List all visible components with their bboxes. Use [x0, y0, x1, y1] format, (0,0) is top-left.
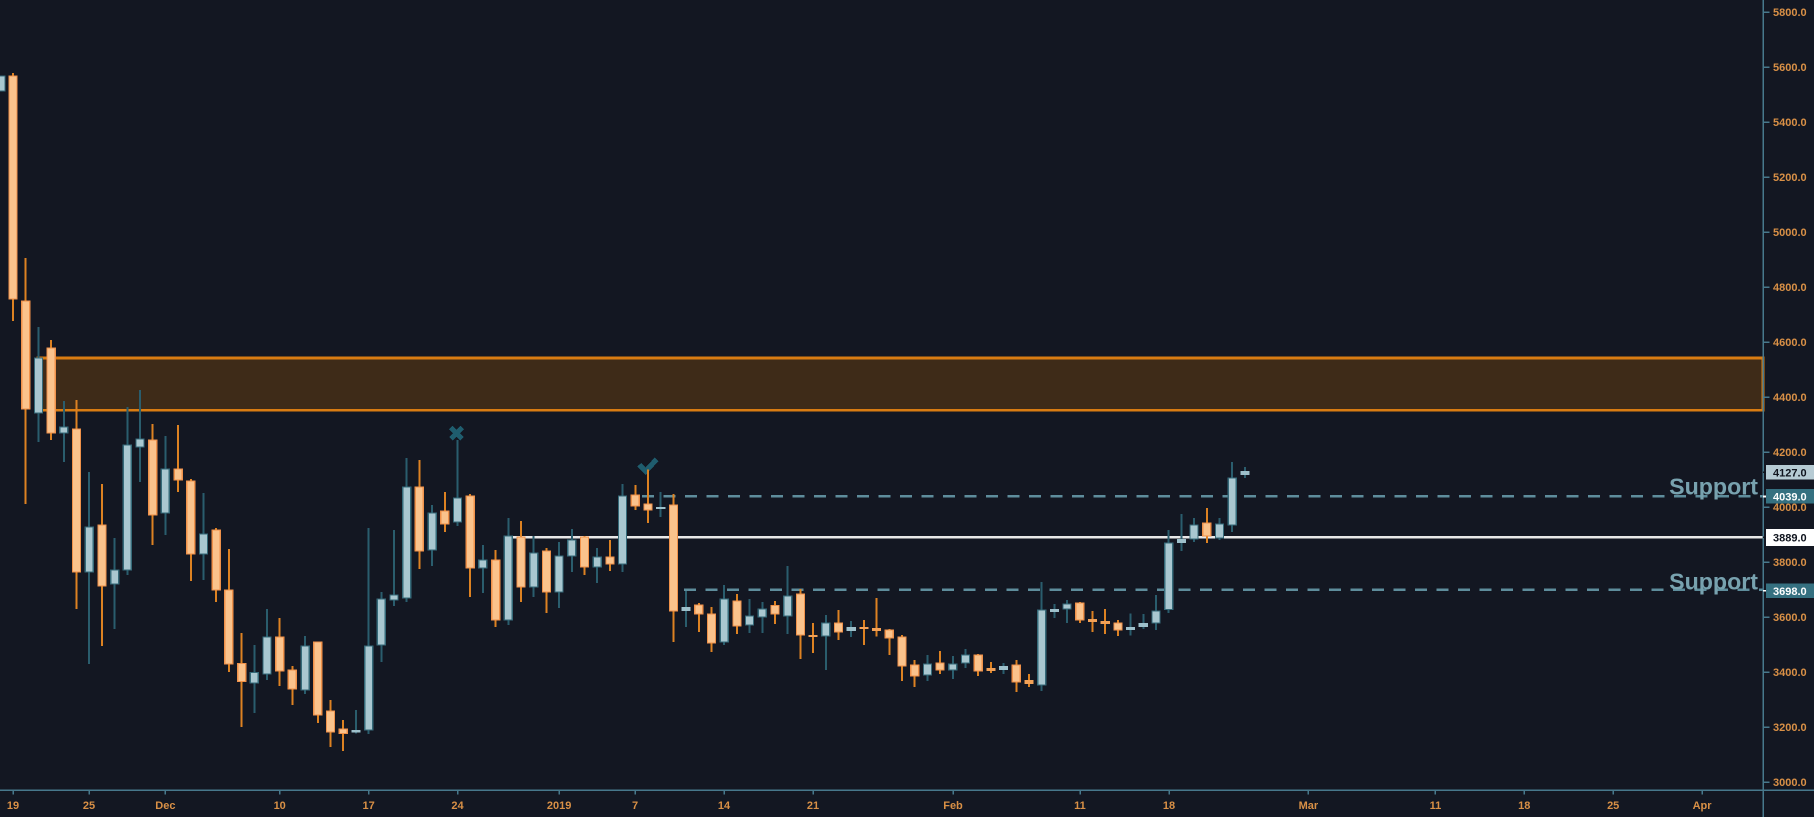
svg-text:Mar: Mar — [1299, 800, 1319, 812]
svg-text:Apr: Apr — [1693, 800, 1713, 812]
svg-text:4400.0: 4400.0 — [1773, 392, 1807, 404]
svg-text:25: 25 — [83, 800, 95, 812]
svg-text:5400.0: 5400.0 — [1773, 117, 1807, 129]
svg-text:24: 24 — [451, 800, 464, 812]
svg-text:10: 10 — [274, 800, 286, 812]
svg-text:21: 21 — [807, 800, 819, 812]
svg-text:4039.0: 4039.0 — [1773, 492, 1807, 504]
svg-text:Feb: Feb — [943, 800, 963, 812]
svg-text:11: 11 — [1430, 800, 1442, 812]
svg-text:4600.0: 4600.0 — [1773, 337, 1807, 349]
svg-text:3889.0: 3889.0 — [1773, 533, 1807, 545]
svg-text:7: 7 — [632, 800, 638, 812]
svg-text:4127.0: 4127.0 — [1773, 468, 1807, 480]
svg-text:19: 19 — [7, 800, 19, 812]
svg-text:Support: Support — [1669, 473, 1758, 499]
svg-text:3200.0: 3200.0 — [1773, 722, 1807, 734]
svg-text:5000.0: 5000.0 — [1773, 227, 1807, 239]
svg-text:14: 14 — [718, 800, 731, 812]
svg-text:5800.0: 5800.0 — [1773, 7, 1807, 19]
svg-text:3000.0: 3000.0 — [1773, 777, 1807, 789]
svg-text:5600.0: 5600.0 — [1773, 62, 1807, 74]
svg-text:3400.0: 3400.0 — [1773, 667, 1807, 679]
svg-text:3698.0: 3698.0 — [1773, 586, 1807, 598]
svg-text:18: 18 — [1518, 800, 1530, 812]
svg-text:Dec: Dec — [155, 800, 175, 812]
svg-text:4200.0: 4200.0 — [1773, 447, 1807, 459]
svg-text:17: 17 — [362, 800, 374, 812]
svg-text:Support: Support — [1669, 568, 1758, 594]
svg-text:2019: 2019 — [547, 800, 571, 812]
svg-text:3800.0: 3800.0 — [1773, 557, 1807, 569]
svg-text:11: 11 — [1074, 800, 1086, 812]
svg-text:25: 25 — [1607, 800, 1619, 812]
svg-text:4000.0: 4000.0 — [1773, 502, 1807, 514]
svg-text:18: 18 — [1163, 800, 1175, 812]
svg-text:4800.0: 4800.0 — [1773, 282, 1807, 294]
svg-text:3600.0: 3600.0 — [1773, 612, 1807, 624]
svg-text:5200.0: 5200.0 — [1773, 172, 1807, 184]
